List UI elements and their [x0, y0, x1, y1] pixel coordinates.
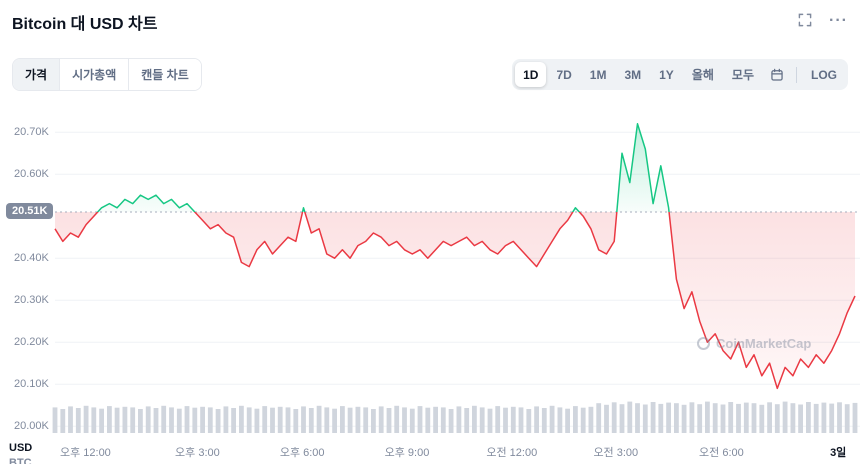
y-axis-label: 20.40K: [14, 252, 49, 265]
date-range-button[interactable]: [764, 66, 790, 84]
chart-toolbar: 가격 시가총액 캔들 차트 1D 7D 1M 3M 1Y 올해 모두 LOG: [12, 58, 848, 91]
watermark: CoinMarketCap: [697, 336, 811, 351]
time-range-buttons: 1D 7D 1M 3M 1Y 올해 모두: [515, 62, 762, 87]
current-price-badge: 20.51K: [6, 203, 54, 219]
chart-type-tabs: 가격 시가총액 캔들 차트: [12, 58, 202, 91]
range-1y[interactable]: 1Y: [651, 62, 682, 87]
coinmarketcap-logo-icon: [697, 337, 710, 350]
range-group-divider: [796, 66, 797, 83]
log-scale-button[interactable]: LOG: [803, 64, 845, 86]
x-axis-label: 오전 6:00: [699, 447, 744, 459]
unit-toggle-usd[interactable]: USD: [9, 442, 33, 454]
range-1d[interactable]: 1D: [515, 62, 547, 87]
y-axis-label: 20.00K: [14, 420, 49, 433]
price-chart[interactable]: 20.70K 20.60K 20.40K 20.30K 20.20K 20.10K 20.0…: [0, 96, 860, 464]
range-all[interactable]: 모두: [724, 62, 762, 87]
y-axis-label: 20.60K: [14, 168, 49, 181]
y-axis-label: 20.70K: [14, 126, 49, 139]
watermark-text: CoinMarketCap: [716, 336, 812, 351]
header-actions: ···: [797, 12, 848, 30]
range-ytd[interactable]: 올해: [684, 62, 722, 87]
fullscreen-icon: [798, 13, 812, 27]
gridlines: [55, 131, 860, 427]
x-axis-label: 오후 3:00: [175, 447, 220, 459]
unit-toggle-btc[interactable]: BTC: [9, 457, 32, 464]
chart-canvas: [52, 123, 860, 433]
time-range-group: 1D 7D 1M 3M 1Y 올해 모두 LOG: [512, 59, 848, 90]
x-axis-label: 오후 12:00: [59, 447, 111, 459]
x-axis-label: 3일: [830, 447, 847, 459]
fullscreen-button[interactable]: [797, 12, 813, 30]
range-3m[interactable]: 3M: [616, 62, 649, 87]
chart-header: Bitcoin 대 USD 차트 ···: [12, 10, 848, 34]
tab-candle-chart[interactable]: 캔들 차트: [129, 59, 201, 90]
volume-bars: [52, 401, 858, 433]
range-1m[interactable]: 1M: [582, 62, 615, 87]
tab-market-cap[interactable]: 시가총액: [60, 59, 130, 90]
calendar-icon: [771, 68, 783, 81]
more-options-button[interactable]: ···: [829, 13, 848, 29]
currency-unit-toggle: USD BTC: [9, 442, 32, 464]
page-title: Bitcoin 대 USD 차트: [12, 16, 158, 33]
y-axis-label: 20.10K: [14, 378, 49, 391]
more-icon: ···: [829, 12, 848, 30]
x-axis-label: 오전 3:00: [593, 447, 639, 459]
tab-price[interactable]: 가격: [13, 59, 61, 90]
y-axis-label: 20.30K: [14, 294, 49, 307]
x-axis-label: 오후 9:00: [384, 447, 430, 459]
x-axis-label: 오전 12:00: [486, 447, 538, 459]
y-axis-label: 20.20K: [14, 336, 49, 349]
x-axis-label: 오후 6:00: [279, 447, 325, 459]
range-7d[interactable]: 7D: [548, 62, 579, 87]
